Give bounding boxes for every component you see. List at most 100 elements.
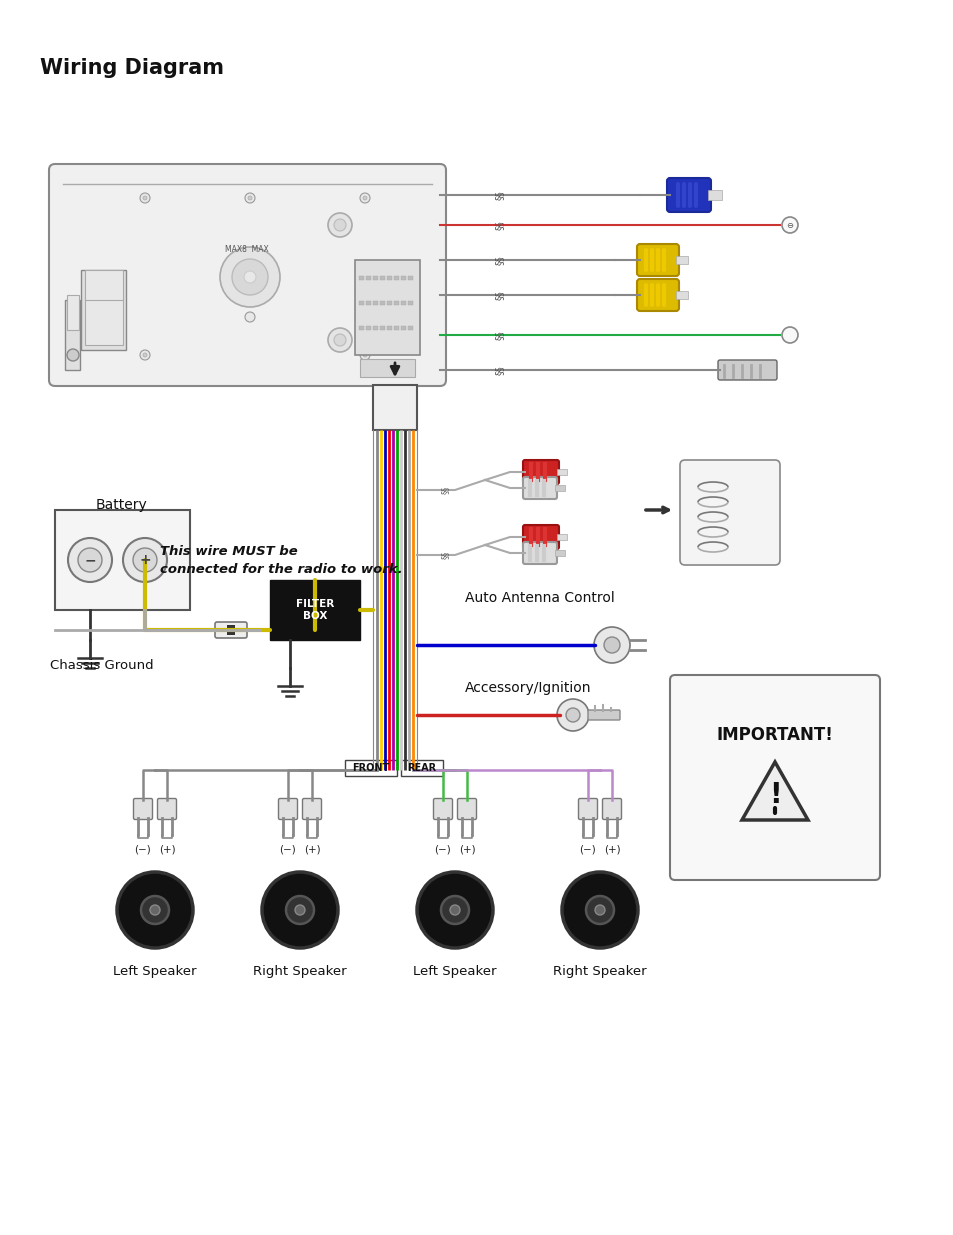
FancyBboxPatch shape <box>522 477 557 499</box>
Bar <box>358 326 364 330</box>
Bar <box>557 469 566 475</box>
Bar <box>67 295 79 330</box>
Circle shape <box>363 353 367 357</box>
FancyBboxPatch shape <box>666 178 710 212</box>
Circle shape <box>565 708 579 722</box>
Text: (−): (−) <box>579 845 596 855</box>
Text: Left Speaker: Left Speaker <box>113 965 196 978</box>
Bar <box>408 301 413 305</box>
Text: !: ! <box>768 781 781 809</box>
Circle shape <box>244 270 255 283</box>
Text: Auto Antenna Control: Auto Antenna Control <box>464 592 614 605</box>
Circle shape <box>140 350 150 359</box>
Bar <box>366 326 371 330</box>
FancyBboxPatch shape <box>133 799 152 820</box>
FancyBboxPatch shape <box>157 799 176 820</box>
Bar <box>408 326 413 330</box>
FancyBboxPatch shape <box>457 799 476 820</box>
FancyBboxPatch shape <box>679 459 780 564</box>
Text: §§: §§ <box>495 256 504 264</box>
Circle shape <box>232 259 268 295</box>
Text: (+): (+) <box>303 845 320 855</box>
Text: §§: §§ <box>495 330 504 340</box>
Text: +: + <box>139 553 151 567</box>
Circle shape <box>245 193 254 203</box>
Bar <box>358 275 364 280</box>
Text: Right Speaker: Right Speaker <box>253 965 347 978</box>
FancyBboxPatch shape <box>433 799 452 820</box>
Bar <box>400 301 406 305</box>
Bar <box>400 326 406 330</box>
Circle shape <box>416 872 493 948</box>
Text: §§: §§ <box>440 551 449 559</box>
Circle shape <box>557 699 588 731</box>
Text: Right Speaker: Right Speaker <box>553 965 646 978</box>
Bar <box>557 534 566 540</box>
Circle shape <box>220 247 280 308</box>
Circle shape <box>294 905 305 915</box>
Bar <box>355 261 419 354</box>
Bar <box>676 256 687 264</box>
Circle shape <box>248 196 252 200</box>
FancyBboxPatch shape <box>522 525 558 550</box>
Text: This wire MUST be
connected for the radio to work.: This wire MUST be connected for the radi… <box>160 545 402 576</box>
Text: §§: §§ <box>495 220 504 230</box>
FancyBboxPatch shape <box>587 710 619 720</box>
Text: §§: §§ <box>495 190 504 200</box>
Circle shape <box>328 329 352 352</box>
Bar <box>555 485 564 492</box>
Text: (−): (−) <box>435 845 451 855</box>
Circle shape <box>781 327 797 343</box>
Circle shape <box>117 872 193 948</box>
Bar <box>555 550 564 556</box>
Bar <box>379 301 385 305</box>
Text: Accessory/Ignition: Accessory/Ignition <box>464 680 591 695</box>
Text: (+): (+) <box>603 845 619 855</box>
Bar <box>408 275 413 280</box>
Circle shape <box>68 538 112 582</box>
Text: Left Speaker: Left Speaker <box>413 965 497 978</box>
Bar <box>85 270 123 300</box>
FancyBboxPatch shape <box>578 799 597 820</box>
Bar <box>676 291 687 299</box>
Circle shape <box>781 217 797 233</box>
Polygon shape <box>741 762 807 820</box>
FancyBboxPatch shape <box>637 245 679 275</box>
Bar <box>373 385 416 430</box>
Bar <box>345 760 396 776</box>
Circle shape <box>140 193 150 203</box>
Text: (−): (−) <box>134 845 152 855</box>
Circle shape <box>141 897 169 924</box>
FancyBboxPatch shape <box>522 542 557 564</box>
Bar <box>366 275 371 280</box>
Circle shape <box>359 350 370 359</box>
Bar <box>359 359 415 377</box>
Bar <box>394 326 398 330</box>
Circle shape <box>440 897 469 924</box>
Text: FRONT: FRONT <box>352 763 389 773</box>
Bar <box>373 326 377 330</box>
Circle shape <box>143 353 147 357</box>
Circle shape <box>78 548 102 572</box>
Circle shape <box>286 897 314 924</box>
Bar <box>55 510 190 610</box>
Text: −: − <box>84 553 95 567</box>
FancyBboxPatch shape <box>669 676 879 881</box>
Bar <box>400 275 406 280</box>
Circle shape <box>123 538 167 582</box>
Circle shape <box>359 193 370 203</box>
Circle shape <box>595 905 604 915</box>
Text: (−): (−) <box>279 845 296 855</box>
Bar <box>379 275 385 280</box>
Bar <box>394 275 398 280</box>
Circle shape <box>450 905 459 915</box>
Bar <box>394 301 398 305</box>
FancyBboxPatch shape <box>718 359 776 380</box>
Bar <box>373 301 377 305</box>
Text: MAX8  MAX: MAX8 MAX <box>225 245 269 253</box>
Circle shape <box>262 872 337 948</box>
Bar <box>85 275 123 345</box>
Text: FILTER
BOX: FILTER BOX <box>295 599 334 621</box>
Circle shape <box>67 350 79 361</box>
Circle shape <box>363 196 367 200</box>
